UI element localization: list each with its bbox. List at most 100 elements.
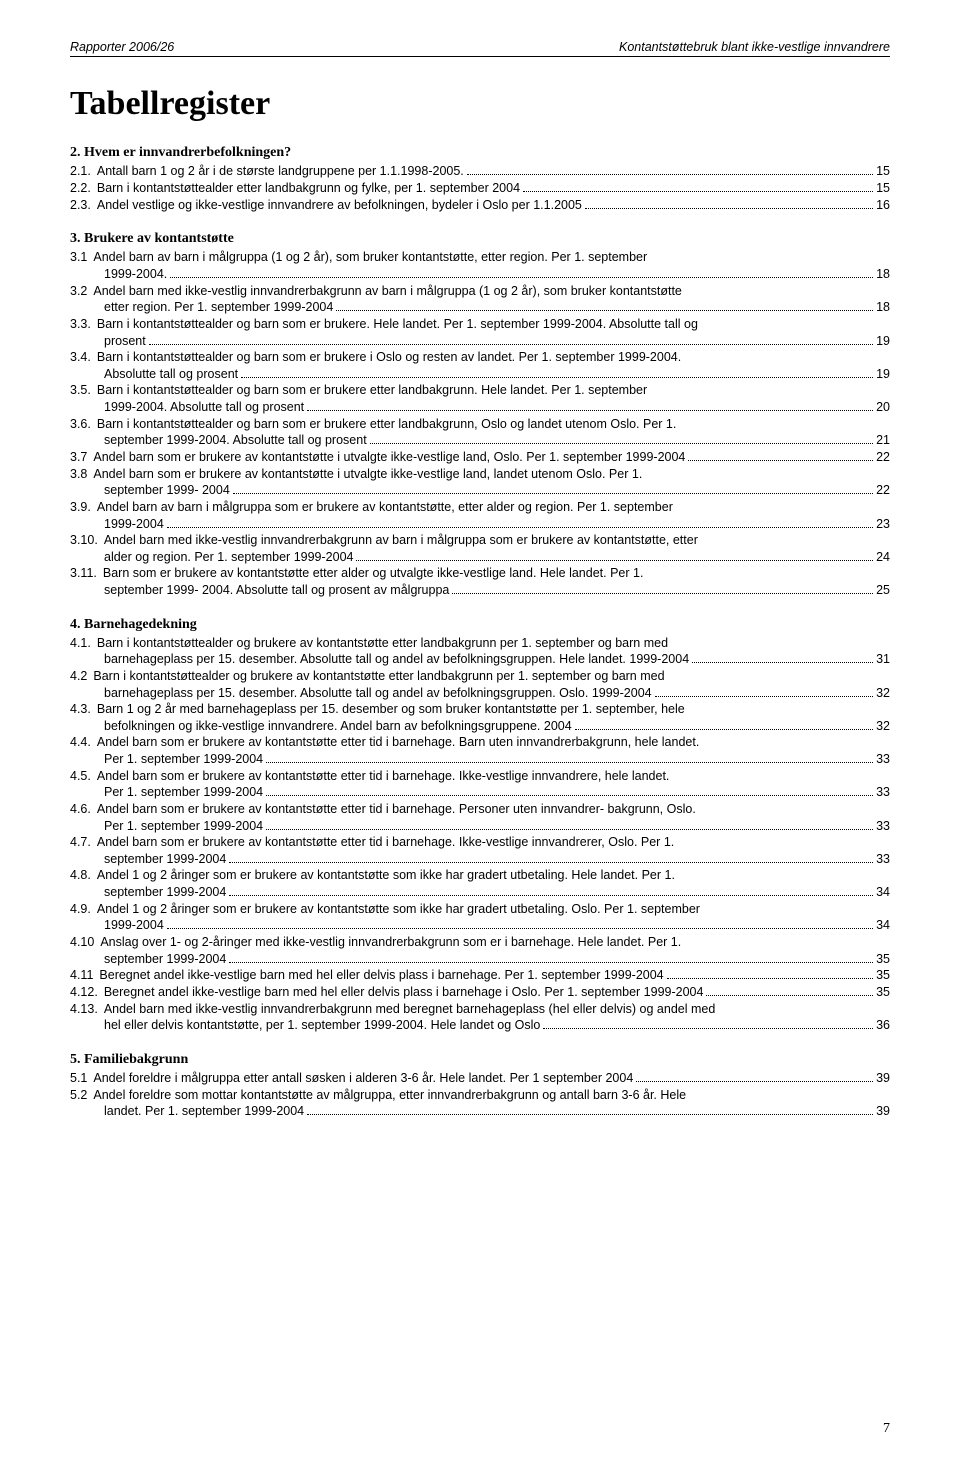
toc-entry-text: Absolutte tall og prosent [104,366,238,383]
toc-entry-text: Barn i kontantstøttealder og barn som er… [97,316,698,333]
dot-leader [170,266,873,278]
toc-entry: 3.8Andel barn som er brukere av kontants… [70,466,890,483]
dot-leader [266,751,873,763]
dot-leader [149,332,873,344]
toc-entry-number: 3.5. [70,382,97,399]
toc-entry-continuation: september 1999-2004. Absolutte tall og p… [104,432,890,449]
toc-entry-number: 4.1. [70,635,97,652]
dot-leader [229,884,873,896]
toc-entry-continuation: Per 1. september 1999-200433 [104,817,890,834]
toc-entry-text: september 1999- 2004 [104,482,230,499]
toc-entry-continuation: 1999-200423 [104,515,890,532]
toc-entry-number: 2.2. [70,180,97,197]
toc-entry-text: Andel barn som er brukere av kontantstøt… [97,834,674,851]
toc-entry-text: Barn i kontantstøttealder og barn som er… [97,382,647,399]
toc-entry-text: Per 1. september 1999-2004 [104,818,263,835]
toc-entry-number: 4.11 [70,967,99,984]
toc-entry-page: 33 [876,851,890,868]
dot-leader [241,366,873,378]
toc-entry-number: 4.5. [70,768,97,785]
toc-entry-number: 3.8 [70,466,93,483]
toc-entry: 5.1Andel foreldre i målgruppa etter anta… [70,1070,890,1087]
toc-entry-number: 4.9. [70,901,97,918]
toc-entry-page: 21 [876,432,890,449]
toc-entry-text: Andel barn som er brukere av kontantstøt… [93,449,685,466]
toc-entry-number: 4.10 [70,934,100,951]
toc-entry-number: 2.3. [70,197,97,214]
toc-entry: 2.3.Andel vestlige og ikke-vestlige innv… [70,197,890,214]
toc-entry-page: 25 [876,582,890,599]
dot-leader [543,1017,873,1029]
toc-entry: 4.2Barn i kontantstøttealder og brukere … [70,668,890,685]
toc-entry-text: 1999-2004 [104,917,164,934]
dot-leader [229,851,873,863]
toc-entry-page: 19 [876,333,890,350]
dot-leader [706,984,873,996]
toc-entry-number: 3.3. [70,316,97,333]
toc-entry-continuation: september 1999-200435 [104,950,890,967]
toc-entry-page: 18 [876,266,890,283]
dot-leader [467,163,873,175]
toc-entry: 4.1.Barn i kontantstøttealder og brukere… [70,635,890,652]
dot-leader [655,684,873,696]
toc-entry-text: Andel barn av barn i målgruppa som er br… [97,499,673,516]
toc-entry-text: Per 1. september 1999-2004 [104,784,263,801]
toc-entry-text: september 1999- 2004. Absolutte tall og … [104,582,449,599]
toc-entry-number: 4.3. [70,701,97,718]
toc-entry-continuation: Per 1. september 1999-200433 [104,751,890,768]
page-number: 7 [883,1421,890,1437]
toc-entry-number: 3.6. [70,416,97,433]
toc-entry-continuation: september 1999-200434 [104,884,890,901]
toc-entry-continuation: hel eller delvis kontantstøtte, per 1. s… [104,1017,890,1034]
toc-entry-number: 4.6. [70,801,97,818]
toc-entry-text: september 1999-2004 [104,851,226,868]
toc-section: 5. Familiebakgrunn 5.1Andel foreldre i må… [70,1052,890,1120]
toc-entry-page: 23 [876,516,890,533]
toc-entry: 3.1Andel barn av barn i målgruppa (1 og … [70,249,890,266]
toc-section: 4. Barnehagedekning4.1.Barn i kontantstø… [70,617,890,1034]
dot-leader [266,817,873,829]
dot-leader [356,549,873,561]
toc-entry-text: Beregnet andel ikke-vestlige barn med he… [99,967,663,984]
toc-entry-text: landet. Per 1. september 1999-2004 [104,1103,304,1120]
toc-entry-continuation: landet. Per 1. september 1999-200439 [104,1103,890,1120]
toc-entry: 3.3.Barn i kontantstøttealder og barn so… [70,316,890,333]
toc-entry-text: Andel foreldre som mottar kontantstøtte … [93,1087,686,1104]
toc-entry: 3.2Andel barn med ikke-vestlig innvandre… [70,283,890,300]
table-of-contents: 2. Hvem er innvandrerbefolkningen?2.1.An… [70,145,890,1120]
dot-leader [575,718,873,730]
toc-entry: 2.2.Barn i kontantstøttealder etter land… [70,180,890,197]
toc-entry-continuation: befolkningen og ikke-vestlige innvandrer… [104,718,890,735]
toc-entry-number: 4.4. [70,734,97,751]
toc-entry-text: hel eller delvis kontantstøtte, per 1. s… [104,1017,540,1034]
toc-entry-number: 4.8. [70,867,97,884]
toc-entry-text: september 1999-2004 [104,951,226,968]
toc-entry-page: 34 [876,917,890,934]
toc-entry: 4.4.Andel barn som er brukere av kontant… [70,734,890,751]
toc-entry-number: 2.1. [70,163,97,180]
dot-leader [692,651,873,663]
toc-entry-text: september 1999-2004 [104,884,226,901]
toc-entry-page: 39 [876,1070,890,1087]
toc-entry-continuation: 1999-2004. Absolutte tall og prosent20 [104,399,890,416]
toc-entry-continuation: barnehageplass per 15. desember. Absolut… [104,684,890,701]
section-title: 3. Brukere av kontantstøtte [70,231,890,247]
toc-entry-number: 3.2 [70,283,93,300]
toc-entry: 2.1.Antall barn 1 og 2 år i de største l… [70,163,890,180]
toc-entry-text: Andel barn som er brukere av kontantstøt… [93,466,642,483]
toc-entry-number: 3.9. [70,499,97,516]
toc-entry-page: 18 [876,299,890,316]
toc-entry-page: 15 [876,180,890,197]
toc-entry-page: 32 [876,685,890,702]
toc-entry: 4.9.Andel 1 og 2 åringer som er brukere … [70,901,890,918]
toc-entry: 4.6.Andel barn som er brukere av kontant… [70,801,890,818]
toc-entry-number: 3.4. [70,349,97,366]
toc-entry-continuation: prosent19 [104,332,890,349]
dot-leader [636,1070,873,1082]
section-title: 5. Familiebakgrunn [70,1052,890,1068]
toc-entry-continuation: alder og region. Per 1. september 1999-2… [104,549,890,566]
toc-section: 2. Hvem er innvandrerbefolkningen?2.1.An… [70,145,890,213]
dot-leader [229,950,873,962]
toc-entry-number: 4.7. [70,834,97,851]
toc-entry-text: Beregnet andel ikke-vestlige barn med he… [104,984,704,1001]
